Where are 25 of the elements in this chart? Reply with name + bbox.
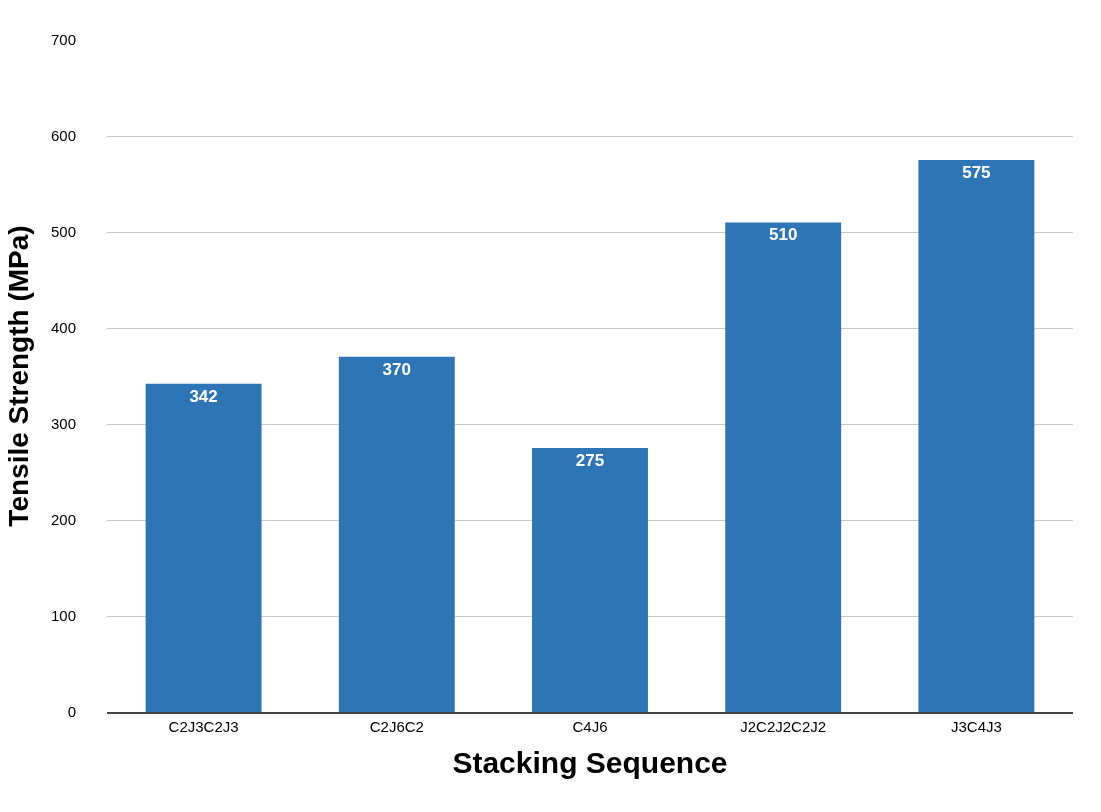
bar (145, 383, 262, 712)
y-tick-label: 0 (67, 703, 76, 721)
y-tick-label: 500 (50, 223, 76, 241)
y-tick-label: 100 (50, 607, 76, 625)
x-axis-title: Stacking Sequence (452, 746, 728, 779)
x-tick-label: C2J6C2 (369, 718, 424, 735)
x-tick-label: C2J3C2J3 (168, 718, 239, 735)
bar (532, 448, 648, 712)
data-label: 342 (189, 386, 218, 406)
y-tick-label: 700 (50, 31, 76, 49)
x-tick-label: J2C2J2C2J2 (740, 718, 827, 735)
data-label: 370 (382, 359, 411, 379)
y-tick-label: 400 (50, 319, 76, 337)
y-tick-label: 200 (50, 511, 76, 529)
data-label: 510 (769, 225, 798, 245)
data-label: 275 (575, 451, 605, 470)
bar (338, 356, 455, 712)
data-label: 575 (962, 163, 991, 182)
y-tick-label: 600 (50, 127, 76, 145)
y-tick-label: 300 (50, 415, 76, 433)
y-axis-title: Tensile Strength (MPa) (2, 225, 34, 527)
bar (725, 222, 842, 712)
x-tick-label: J3C4J3 (950, 718, 1002, 735)
bar (918, 160, 1035, 712)
x-tick-label: C4J6 (572, 718, 608, 735)
